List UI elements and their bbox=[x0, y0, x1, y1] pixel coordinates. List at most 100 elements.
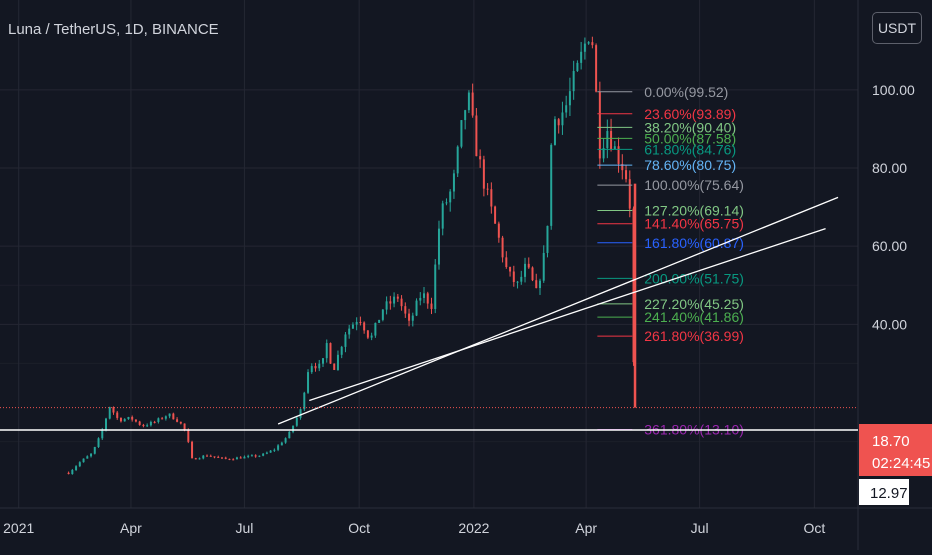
candle bbox=[426, 291, 429, 309]
candle bbox=[591, 36, 594, 49]
candle-body bbox=[565, 105, 568, 113]
candle bbox=[142, 423, 145, 428]
candle-body bbox=[142, 424, 145, 427]
candle-body bbox=[561, 112, 564, 126]
candle bbox=[340, 345, 343, 359]
candle-body bbox=[400, 298, 403, 307]
candle bbox=[456, 145, 459, 177]
candle bbox=[194, 457, 197, 460]
candle-body bbox=[295, 417, 298, 426]
time-tick-label: Jul bbox=[235, 520, 253, 536]
candle-body bbox=[366, 330, 369, 338]
candle bbox=[258, 455, 261, 458]
candle bbox=[509, 266, 512, 277]
candle bbox=[595, 43, 598, 93]
candle-body bbox=[512, 271, 515, 282]
candle bbox=[378, 319, 381, 323]
candle-body bbox=[482, 159, 485, 189]
candle-body bbox=[262, 453, 265, 456]
symbol-title[interactable]: Luna / TetherUS, 1D, BINANCE bbox=[8, 21, 219, 38]
candle bbox=[307, 369, 310, 394]
candle-body bbox=[187, 429, 190, 442]
candle-body bbox=[602, 148, 605, 159]
candle bbox=[568, 77, 571, 116]
candle bbox=[467, 90, 470, 114]
candle bbox=[314, 362, 317, 372]
candle-body bbox=[198, 458, 201, 460]
candle bbox=[482, 155, 485, 197]
candle bbox=[134, 419, 137, 423]
candle bbox=[497, 221, 500, 243]
candle bbox=[370, 332, 373, 341]
candle-body bbox=[247, 455, 250, 457]
candle-body bbox=[576, 62, 579, 72]
candle-body bbox=[164, 416, 167, 419]
candle-body bbox=[479, 156, 482, 160]
candle bbox=[198, 457, 201, 460]
candle-body bbox=[396, 296, 399, 299]
candle-body bbox=[168, 413, 171, 417]
candle bbox=[250, 454, 253, 457]
candle-body bbox=[520, 276, 523, 282]
candle-body bbox=[486, 188, 489, 190]
candle bbox=[131, 415, 134, 422]
candle bbox=[460, 120, 463, 149]
candle-body bbox=[280, 442, 283, 446]
trendline bbox=[309, 227, 826, 402]
candle bbox=[479, 149, 482, 168]
candle-body bbox=[348, 328, 351, 335]
candle-body bbox=[475, 115, 478, 157]
candle-body bbox=[153, 421, 156, 423]
candle-body bbox=[202, 455, 205, 459]
time-axis[interactable]: 2021 Apr Jul Oct 2022 Apr Jul Oct bbox=[3, 520, 825, 536]
candle-body bbox=[542, 252, 545, 281]
candle-body bbox=[273, 449, 276, 451]
candle-body bbox=[351, 324, 354, 329]
candle bbox=[325, 339, 328, 363]
candle bbox=[366, 330, 369, 340]
candle-body bbox=[423, 293, 426, 298]
candle bbox=[445, 198, 448, 206]
fibonacci-retracement[interactable]: 0.00%(99.52) 23.60%(93.89)38.20%(90.40)50… bbox=[597, 84, 744, 438]
horizontal-lines[interactable] bbox=[0, 407, 858, 431]
candle-body bbox=[516, 281, 519, 283]
candle-body bbox=[464, 110, 467, 121]
candle-body bbox=[265, 452, 268, 454]
candle-body bbox=[527, 263, 530, 268]
candle bbox=[67, 471, 70, 475]
candle bbox=[71, 468, 74, 475]
currency-button[interactable]: USDT bbox=[872, 12, 922, 44]
candle bbox=[628, 170, 631, 218]
candle-body bbox=[105, 418, 108, 430]
fib-level-label: 23.60%(93.89) bbox=[644, 106, 736, 122]
candle bbox=[123, 418, 126, 422]
candle-body bbox=[385, 301, 388, 310]
candle bbox=[632, 206, 635, 366]
candle-body bbox=[119, 417, 122, 422]
candle-body bbox=[437, 228, 440, 265]
candle-body bbox=[314, 366, 317, 369]
candle-body bbox=[67, 472, 70, 475]
candle bbox=[355, 317, 358, 331]
candle-body bbox=[101, 429, 104, 439]
price-axis[interactable]: 40.00 60.00 80.00 100.00 bbox=[872, 82, 915, 332]
candle bbox=[411, 312, 414, 327]
candle bbox=[550, 143, 553, 230]
candle bbox=[419, 292, 422, 306]
candle bbox=[542, 245, 545, 283]
candle bbox=[86, 455, 89, 459]
trendlines[interactable] bbox=[277, 196, 839, 425]
candle bbox=[265, 451, 268, 455]
candle-body bbox=[209, 455, 212, 457]
candle-body bbox=[430, 303, 433, 309]
candle bbox=[625, 165, 628, 183]
candle-body bbox=[393, 296, 396, 304]
candle bbox=[172, 412, 175, 420]
candle bbox=[269, 450, 272, 453]
candle-body bbox=[452, 173, 455, 192]
candle-body bbox=[284, 438, 287, 443]
candle-body bbox=[206, 455, 209, 457]
candle bbox=[471, 83, 474, 118]
